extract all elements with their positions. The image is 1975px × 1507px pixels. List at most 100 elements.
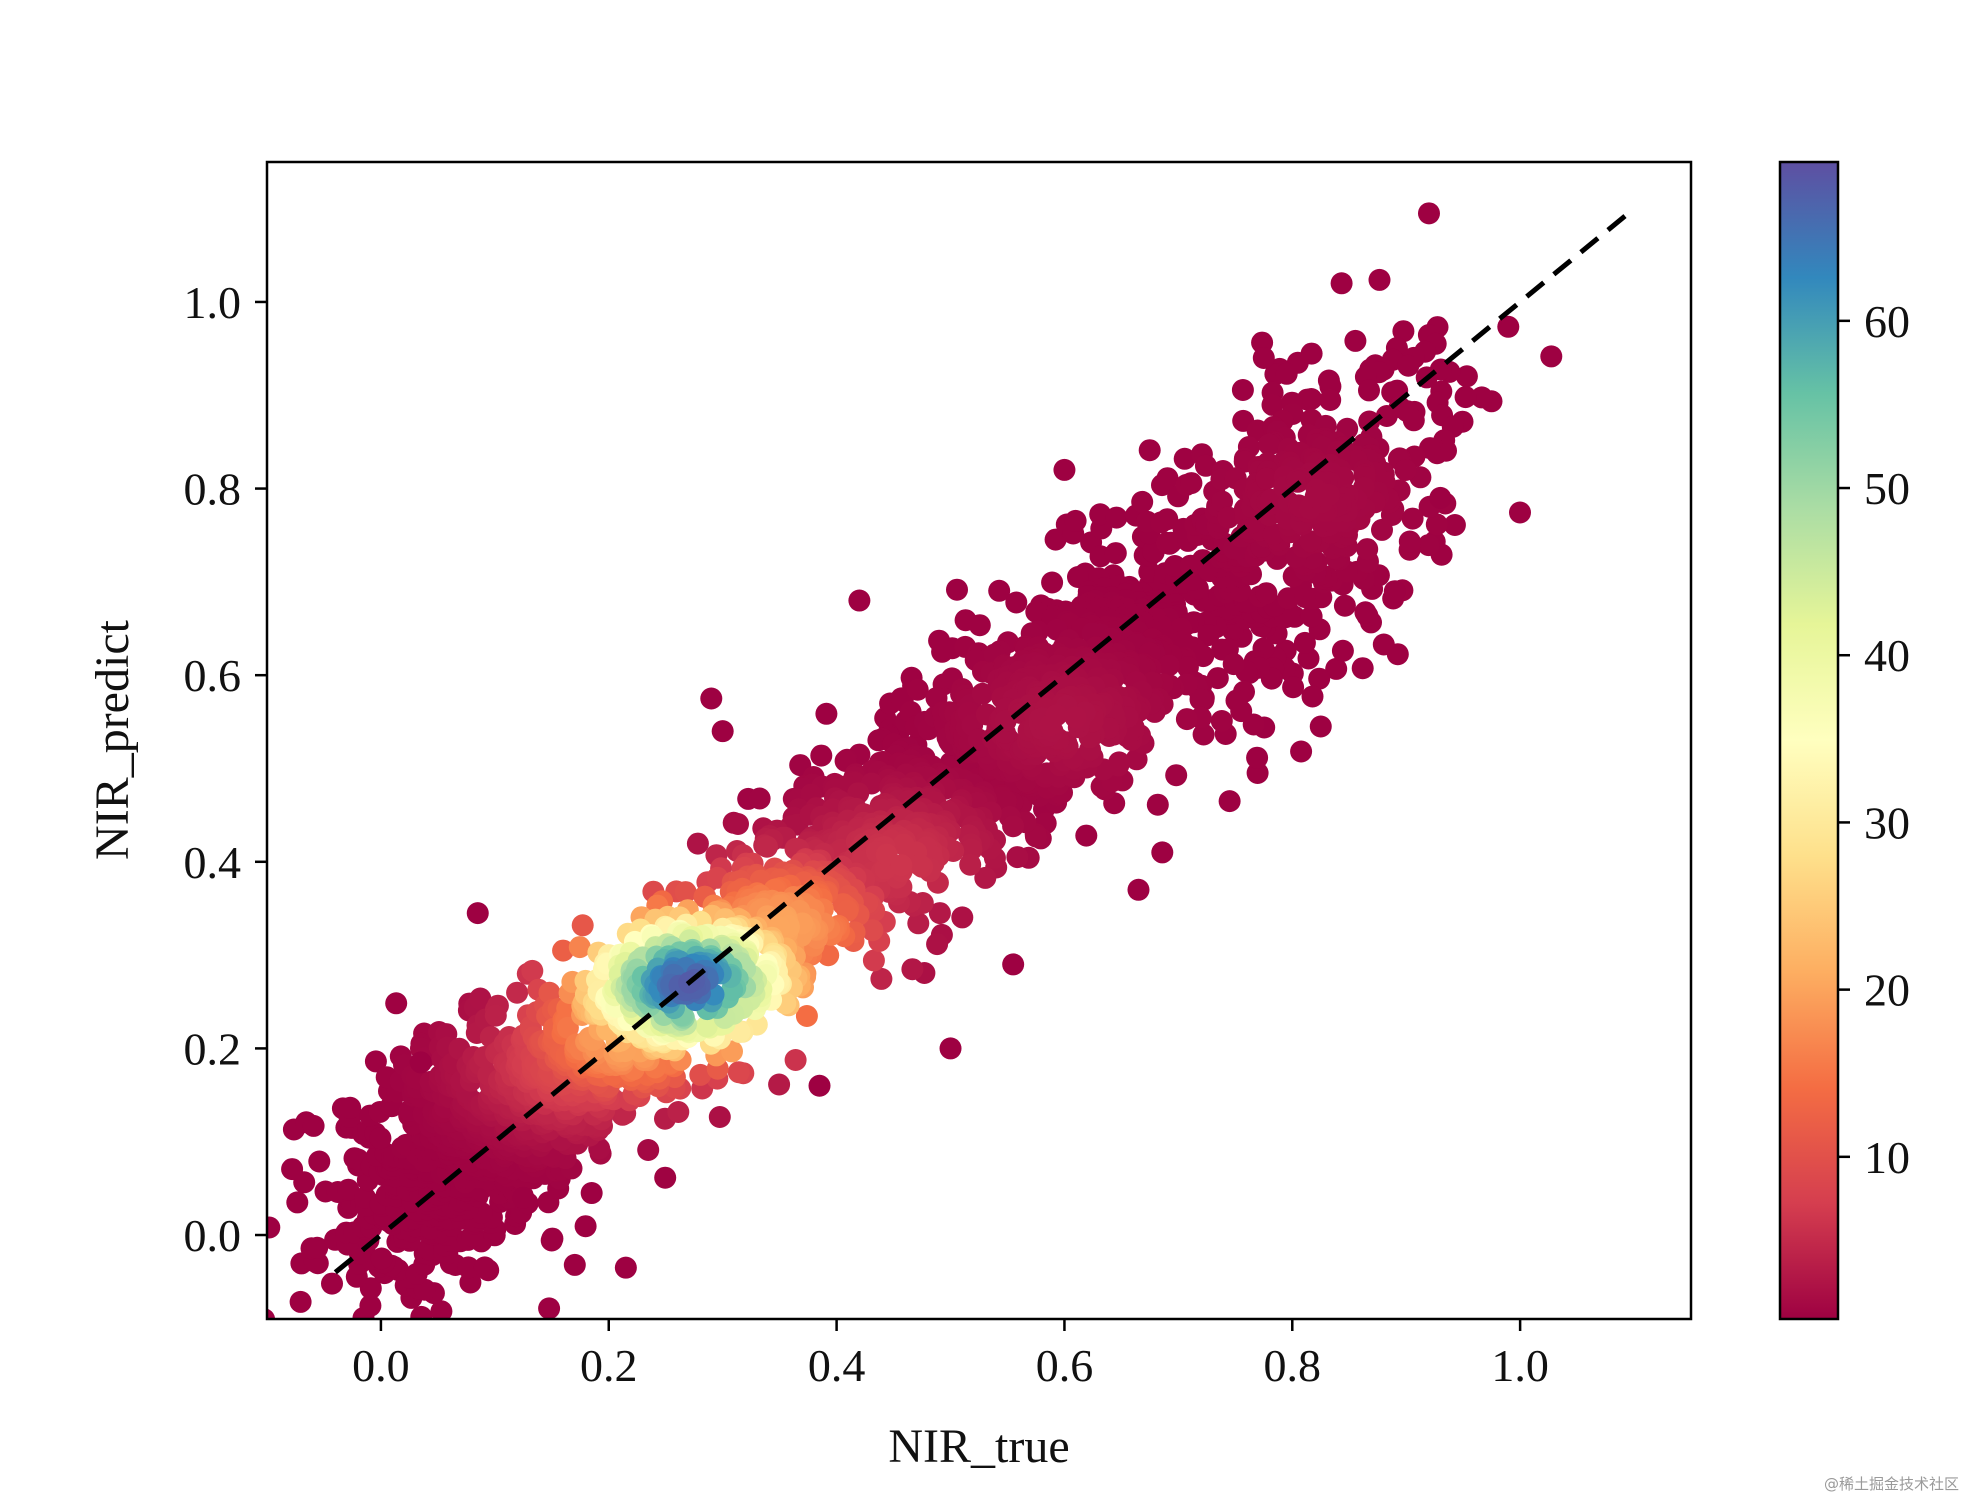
scatter-point — [1509, 501, 1531, 524]
scatter-point — [1275, 362, 1298, 385]
outlier-point — [580, 1182, 603, 1205]
scatter-point — [959, 853, 982, 876]
scatter-point — [1146, 793, 1169, 816]
scatter-point — [430, 1300, 453, 1319]
scatter-point — [1398, 530, 1421, 553]
x-axis: 0.0 0.2 0.4 0.6 0.8 1.0 — [352, 1319, 1549, 1391]
y-tick-label: 0.4 — [184, 837, 242, 888]
scatter-point — [1402, 409, 1425, 432]
scatter-point — [1105, 506, 1128, 529]
scatter-point — [1108, 751, 1131, 774]
scatter-point — [926, 933, 949, 956]
scatter-point — [1497, 315, 1520, 338]
scatter-point — [385, 992, 408, 1015]
colorbar-ticks: 10 20 30 40 50 60 — [1838, 296, 1910, 1183]
outlier-point — [512, 1186, 535, 1209]
scatter-point — [1330, 272, 1353, 295]
scatter-point — [506, 981, 529, 1004]
outlier-point — [1429, 486, 1452, 509]
scatter-point — [1217, 506, 1240, 529]
scatter-point — [908, 853, 931, 876]
scatter-point — [1319, 389, 1342, 411]
y-tick-label: 0.0 — [184, 1210, 242, 1261]
scatter-point — [1540, 345, 1563, 368]
scatter-point — [1300, 605, 1323, 628]
scatter-point — [457, 1256, 480, 1279]
x-tick-label: 0.8 — [1264, 1340, 1322, 1391]
scatter-point — [1354, 601, 1377, 624]
outlier-point — [711, 720, 734, 743]
colorbar-tick-label: 50 — [1864, 463, 1910, 514]
scatter-point — [815, 702, 838, 725]
outlier-point — [1002, 953, 1025, 976]
scatter-point — [556, 1016, 579, 1039]
colorbar-tick-label: 60 — [1864, 296, 1910, 347]
watermark: @稀土掘金技术社区 — [1823, 1475, 1959, 1493]
scatter-point — [1175, 708, 1198, 731]
scatter-point — [321, 1272, 343, 1295]
outlier-point — [1252, 346, 1275, 369]
scatter-point — [1299, 530, 1322, 553]
scatter-point — [319, 1347, 341, 1369]
scatter-point — [708, 1106, 731, 1128]
scatter-point — [727, 1061, 750, 1084]
scatter-point — [1210, 710, 1233, 732]
scatter-point — [637, 1139, 660, 1161]
scatter-point — [951, 906, 974, 929]
scatter-point — [928, 902, 951, 925]
scatter-point — [1372, 633, 1395, 656]
scatter-point — [1231, 379, 1254, 401]
density-cloud — [267, 268, 1563, 1369]
scatter-point — [1351, 657, 1374, 680]
scatter-point — [568, 936, 591, 959]
scatter-point — [337, 1178, 360, 1201]
scatter-point — [308, 1150, 331, 1173]
scatter-point — [1454, 386, 1477, 409]
scatter-point — [890, 854, 913, 877]
scatter-point — [686, 832, 709, 855]
scatter-point — [906, 678, 929, 701]
scatter-point — [946, 578, 968, 601]
outlier-point — [1417, 202, 1440, 225]
scatter-point — [1173, 447, 1196, 470]
scatter-point — [1325, 657, 1348, 680]
scatter-point — [1194, 454, 1217, 477]
scatter-point — [1282, 676, 1305, 699]
scatter-point — [667, 1101, 690, 1123]
scatter-point — [1425, 513, 1448, 536]
scatter-point — [1064, 509, 1087, 532]
scatter-point — [431, 1320, 453, 1342]
outlier-point — [939, 1037, 962, 1060]
colorbar-tick-label: 30 — [1864, 797, 1910, 848]
plot-area — [267, 202, 1636, 1369]
scatter-point — [1151, 841, 1174, 864]
scatter-point — [1443, 514, 1466, 536]
scatter-point — [574, 1215, 597, 1238]
outlier-point — [409, 1051, 432, 1074]
outlier-point — [1127, 878, 1150, 901]
colorbar-tick-label: 10 — [1864, 1132, 1910, 1183]
scatter-point — [1304, 485, 1327, 508]
scatter-point — [1293, 631, 1316, 654]
scatter-point — [1192, 723, 1215, 746]
scatter-point — [1417, 534, 1440, 557]
scatter-point — [571, 914, 594, 937]
scatter-point — [862, 949, 885, 972]
scatter-point — [1358, 379, 1380, 402]
scatter-point — [1394, 459, 1417, 481]
y-tick-label: 0.8 — [184, 464, 242, 515]
scatter-point — [1157, 654, 1180, 677]
scatter-point — [1261, 393, 1284, 416]
scatter-point — [302, 1114, 325, 1137]
scatter-point — [1225, 689, 1248, 712]
scatter-point — [901, 958, 924, 981]
y-tick-label: 0.6 — [184, 650, 242, 701]
outlier-point — [466, 902, 489, 925]
scatter-point — [484, 1004, 507, 1027]
scatter-point — [1005, 591, 1028, 614]
scatter-point — [870, 967, 893, 990]
scatter-point — [267, 1216, 281, 1239]
outlier-point — [1383, 580, 1406, 603]
scatter-point — [306, 1236, 329, 1259]
